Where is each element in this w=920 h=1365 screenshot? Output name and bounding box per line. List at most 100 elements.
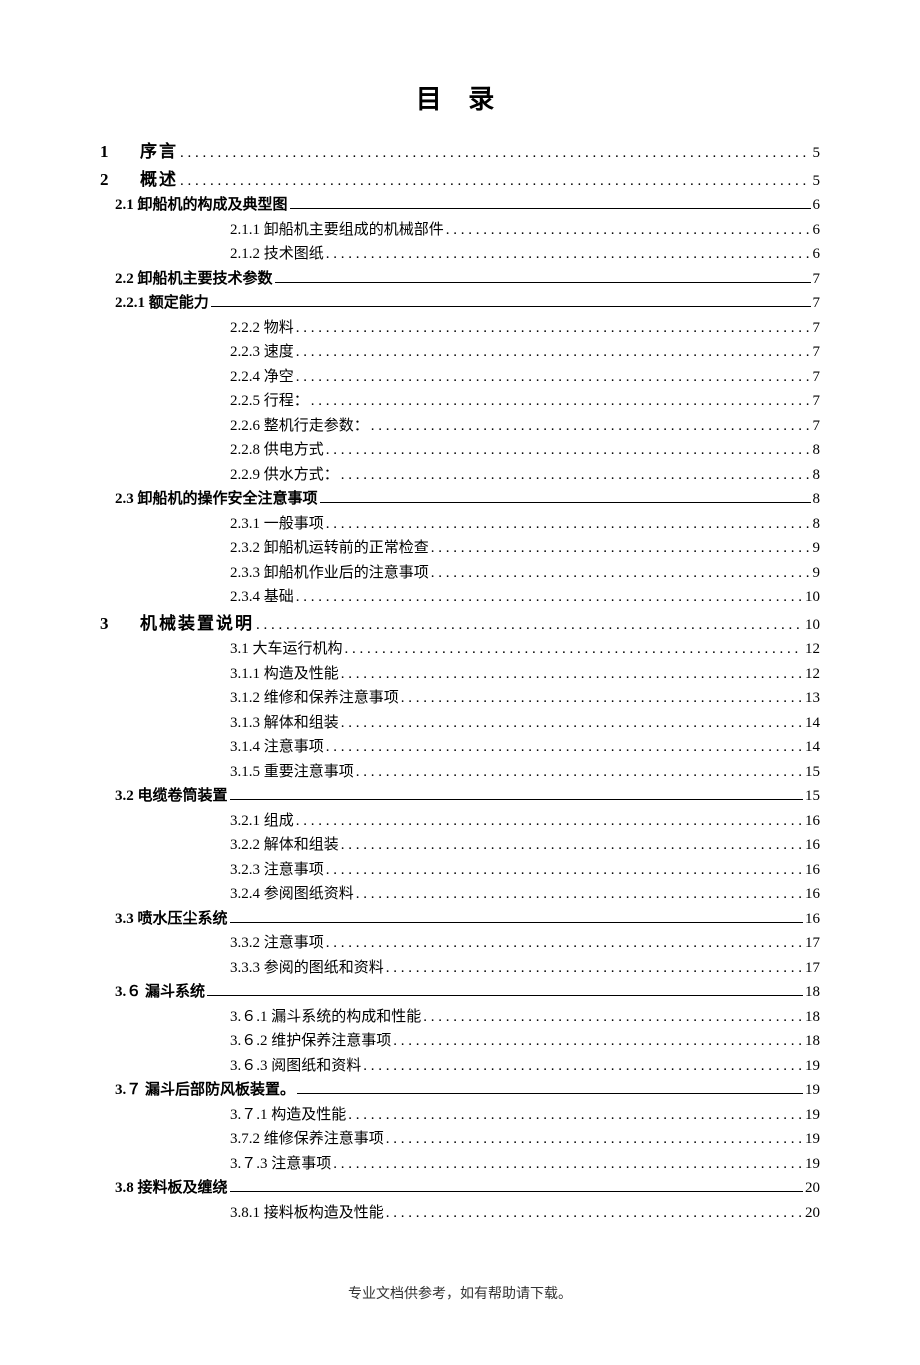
toc-entry: 3.2.2 解体和组装16 [230, 834, 820, 857]
toc-leader [326, 932, 803, 955]
toc-entry-page: 8 [813, 439, 821, 462]
toc-entry-label: 3.６.3 阅图纸和资料 [230, 1055, 361, 1078]
toc-leader [326, 439, 811, 462]
toc-entry-text: 机械装置说明 [140, 614, 254, 633]
toc-leader [211, 292, 811, 307]
toc-entry-number: 3 [100, 611, 140, 637]
toc-entry-label: 2.1.2 技术图纸 [230, 243, 324, 266]
toc-entry-page: 15 [805, 785, 820, 808]
toc-leader [431, 562, 811, 585]
toc-entry-page: 19 [805, 1079, 820, 1102]
toc-entry-label: 2.3.4 基础 [230, 586, 294, 609]
toc-leader [296, 586, 803, 609]
toc-leader [207, 981, 803, 996]
toc-entry: 2.3.1 一般事项8 [230, 513, 820, 536]
toc-leader [363, 1055, 803, 1078]
toc-leader [371, 415, 811, 438]
toc-entry-page: 20 [805, 1177, 820, 1200]
toc-entry: 3.3.3 参阅的图纸和资料17 [230, 957, 820, 980]
toc-entry-label: 3.2.1 组成 [230, 810, 294, 833]
toc-entry-page: 13 [805, 687, 820, 710]
toc-container: 1序言52概述52.1 卸船机的构成及典型图 62.1.1 卸船机主要组成的机械部… [100, 139, 820, 1224]
toc-entry: 2.3 卸船机的操作安全注意事项8 [115, 488, 820, 511]
toc-entry-label: 1序言 [100, 139, 178, 165]
toc-entry: 3.６.3 阅图纸和资料19 [230, 1055, 820, 1078]
toc-entry-page: 7 [813, 366, 821, 389]
toc-leader [386, 1128, 803, 1151]
toc-entry-label: 2.2.4 净空 [230, 366, 294, 389]
toc-leader [311, 390, 811, 413]
toc-entry: 3.1.5 重要注意事项15 [230, 761, 820, 784]
toc-leader [386, 957, 803, 980]
toc-entry: 2.1 卸船机的构成及典型图 6 [115, 194, 820, 217]
toc-leader [386, 1202, 803, 1225]
toc-title: 目 录 [100, 80, 820, 119]
toc-entry: 2.1.1 卸船机主要组成的机械部件6 [230, 219, 820, 242]
toc-entry-text: 概述 [140, 170, 178, 189]
toc-entry: 3.2.3 注意事项16 [230, 859, 820, 882]
toc-entry-label: 3.1.3 解体和组装 [230, 712, 339, 735]
toc-entry: 3.７.1 构造及性能19 [230, 1104, 820, 1127]
toc-leader [423, 1006, 803, 1029]
toc-entry: 3.1.2 维修和保养注意事项13 [230, 687, 820, 710]
toc-leader [401, 687, 803, 710]
toc-entry-page: 6 [813, 243, 821, 266]
toc-entry-label: 3.1.4 注意事项 [230, 736, 324, 759]
toc-entry: 1序言5 [100, 139, 820, 165]
toc-entry-label: 3.６ 漏斗系统 [115, 981, 205, 1004]
toc-entry-label: 3.7.2 维修保养注意事项 [230, 1128, 384, 1151]
toc-leader [326, 736, 803, 759]
toc-entry-label: 3.1 大车运行机构 [230, 638, 343, 661]
toc-entry: 2概述5 [100, 167, 820, 193]
toc-leader [230, 785, 803, 800]
toc-entry-label: 2.1 卸船机的构成及典型图 [115, 194, 288, 217]
toc-entry-page: 18 [805, 981, 820, 1004]
toc-entry-page: 20 [805, 1202, 820, 1225]
toc-entry: 2.2.8 供电方式 8 [230, 439, 820, 462]
toc-entry: 2.1.2 技术图纸 6 [230, 243, 820, 266]
toc-entry-label: 2.2.2 物料 [230, 317, 294, 340]
toc-entry-label: 2.2.9 供水方式： [230, 464, 339, 487]
toc-entry: 3.7.2 维修保养注意事项19 [230, 1128, 820, 1151]
toc-entry: 3.1 大车运行机构12 [230, 638, 820, 661]
toc-leader [356, 761, 803, 784]
toc-entry: 3.2.4 参阅图纸资料16 [230, 883, 820, 906]
toc-entry: 3.６ 漏斗系统 18 [115, 981, 820, 1004]
toc-entry-label: 2.2.6 整机行走参数： [230, 415, 369, 438]
toc-entry-label: 2.2.3 速度 [230, 341, 294, 364]
toc-entry-page: 19 [805, 1104, 820, 1127]
toc-entry-page: 12 [805, 663, 820, 686]
toc-entry-page: 7 [813, 268, 821, 291]
toc-entry: 2.2.9 供水方式：8 [230, 464, 820, 487]
toc-entry: 2.2 卸船机主要技术参数7 [115, 268, 820, 291]
toc-entry-page: 14 [805, 736, 820, 759]
toc-entry-page: 16 [805, 859, 820, 882]
toc-entry-page: 16 [805, 908, 820, 931]
toc-entry-label: 3.６.2 维护保养注意事项 [230, 1030, 391, 1053]
toc-entry: 3.8.1 接料板构造及性能20 [230, 1202, 820, 1225]
toc-entry: 3.1.4 注意事项 14 [230, 736, 820, 759]
toc-entry-label: 3.3 喷水压尘系统 [115, 908, 228, 931]
toc-leader [326, 513, 811, 536]
toc-entry-label: 3.６.1 漏斗系统的构成和性能 [230, 1006, 421, 1029]
toc-entry-label: 3.７ 漏斗后部防风板装置。 [115, 1079, 295, 1102]
toc-entry-page: 16 [805, 883, 820, 906]
toc-entry-label: 3.2.2 解体和组装 [230, 834, 339, 857]
toc-leader [341, 712, 803, 735]
toc-entry-label: 2.2.1 额定能力 [115, 292, 209, 315]
toc-entry-page: 8 [813, 513, 821, 536]
toc-entry: 3机械装置说明10 [100, 611, 820, 637]
toc-entry-page: 6 [813, 194, 821, 217]
toc-entry-label: 2.3 卸船机的操作安全注意事项 [115, 488, 318, 511]
toc-entry-label: 3.1.5 重要注意事项 [230, 761, 354, 784]
toc-entry: 2.3.2 卸船机运转前的正常检查 9 [230, 537, 820, 560]
toc-entry-page: 9 [813, 537, 821, 560]
toc-entry-label: 2.2.8 供电方式 [230, 439, 324, 462]
toc-entry: 2.2.5 行程：7 [230, 390, 820, 413]
toc-leader [341, 464, 811, 487]
toc-leader [180, 142, 811, 165]
toc-entry-label: 3机械装置说明 [100, 611, 254, 637]
toc-entry-page: 7 [813, 341, 821, 364]
toc-entry-page: 7 [813, 415, 821, 438]
toc-entry-label: 2.3.2 卸船机运转前的正常检查 [230, 537, 429, 560]
